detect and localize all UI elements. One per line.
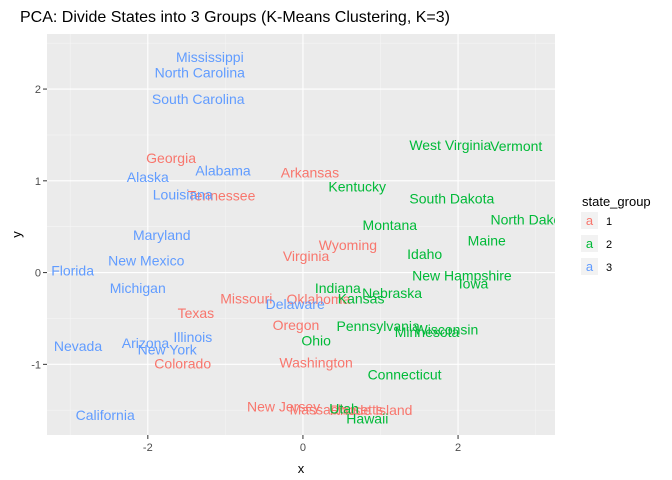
data-point-label: Indiana [315,280,361,296]
x-axis-ticks: -2 0 2 [143,435,461,454]
y-tick-label: -1 [31,359,41,371]
data-point-label: Florida [51,263,94,279]
data-point-label: New Hampshire [412,267,512,283]
legend-title: state_group [582,194,651,209]
data-point-label: Alaska [127,169,169,185]
data-point-label: Pennsylvania [337,318,420,334]
data-point-label: Wyoming [319,237,377,253]
y-axis-ticks: -1 0 1 2 [31,84,47,371]
data-point-label: Virginia [283,248,330,264]
x-tick-label: -2 [143,442,153,454]
data-point-label: Wisconsin [415,321,479,337]
data-point-label: Nebraska [362,285,422,301]
y-tick-label: 1 [35,176,41,188]
data-point-label: Connecticut [368,366,442,382]
data-point-label: Washington [279,355,352,371]
data-point-label: Kentucky [328,178,386,194]
data-point-label: Maryland [133,227,191,243]
data-point-label: Hawaii [346,410,388,426]
data-point-label: Maine [468,232,506,248]
legend-label: 2 [606,239,612,251]
y-tick-label: 0 [35,268,41,280]
data-point-label: Louisiana [153,187,213,203]
legend-key [581,212,598,229]
x-tick-label: 0 [300,442,306,454]
data-point-label: New Jersey [247,399,320,415]
data-point-label: Kansas [338,290,385,306]
data-point-label: Texas [178,305,215,321]
data-point-label: Michigan [110,280,166,296]
legend-key [581,258,598,275]
data-point-label: New Mexico [108,253,184,269]
data-point-label: Illinois [173,329,212,345]
data-point-label: Minnesota [395,324,460,340]
data-point-label: Iowa [459,276,489,292]
legend-key-glyph: a [586,259,594,274]
data-point-label: California [76,407,135,423]
legend-key-glyph: a [586,213,594,228]
chart-title: PCA: Divide States into 3 Groups (K-Mean… [20,9,450,26]
data-point-label: Ohio [301,332,331,348]
legend: state_group a 1a 2a 3 [581,194,651,275]
y-tick-label: 2 [35,84,41,96]
data-point-label: Oklahoma [287,291,351,307]
data-point-label: Rhode Island [330,402,413,418]
data-point-label: North Carolina [155,65,245,81]
data-point-label: Oregon [273,317,320,333]
data-point-label: Arizona [122,335,170,351]
data-point-label: Massachusetts [290,401,383,417]
data-point-label: Alabama [195,163,250,179]
data-point-label: Georgia [146,150,196,166]
data-point-label: New York [138,342,198,358]
data-point-label: Arkansas [281,165,339,181]
data-point-label: Missouri [220,290,272,306]
data-point-label: Nevada [54,338,102,354]
data-point-label: Utah [329,400,359,416]
data-point-label: Montana [363,217,418,233]
data-point-label: West Virginia [409,137,491,153]
data-point-label: North Dakota [490,211,573,227]
legend-label: 3 [606,262,612,274]
data-point-label: Tennessee [188,188,256,204]
legend-label: 1 [606,216,612,228]
plot-panel [47,34,555,435]
data-point-label: Mississippi [176,49,244,65]
legend-key [581,235,598,252]
data-point-label: Vermont [490,138,542,154]
x-tick-label: 2 [455,442,461,454]
legend-key-glyph: a [586,236,594,251]
data-point-label: Delaware [266,296,325,312]
grid-major [47,34,555,435]
data-point-label: South Carolina [152,91,245,107]
x-axis-label: x [298,461,305,476]
y-axis-label: y [9,231,24,238]
data-point-label: Colorado [154,355,211,371]
data-point-label: Idaho [407,246,442,262]
data-point-label: South Dakota [409,190,494,206]
grid-minor [47,34,555,435]
